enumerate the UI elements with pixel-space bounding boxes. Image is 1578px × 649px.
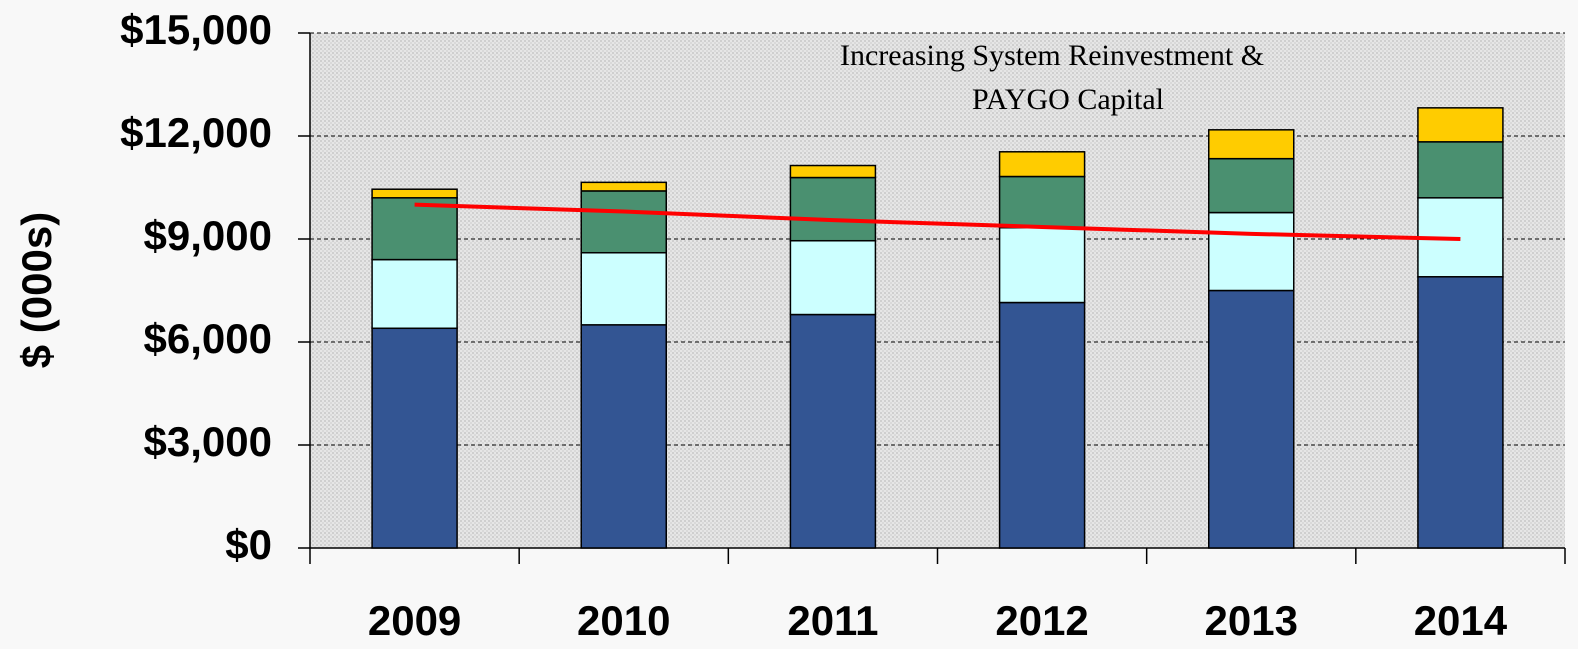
x-tick-label: 2014 — [1414, 597, 1508, 644]
bar-segment — [998, 226, 1086, 304]
bar-segment — [371, 258, 458, 330]
x-tick-label: 2011 — [787, 597, 878, 644]
bar-segment — [580, 181, 667, 192]
bar-segment — [1417, 276, 1504, 549]
bar-segment — [998, 175, 1086, 229]
bar-segment — [580, 190, 667, 254]
bar-segment — [1417, 141, 1504, 199]
y-tick-label: $3,000 — [144, 418, 272, 465]
x-tick-label: 2012 — [995, 597, 1088, 644]
bar-segment — [371, 188, 458, 199]
bar-segment — [580, 324, 667, 549]
y-tick-label: $6,000 — [144, 315, 272, 362]
y-axis-title: $ (000s) — [13, 212, 60, 368]
x-tick-label: 2013 — [1205, 597, 1298, 644]
y-tick-label: $12,000 — [120, 109, 272, 156]
y-tick-label: $9,000 — [144, 212, 272, 259]
y-tick-label: $15,000 — [120, 6, 272, 53]
bar-segment — [789, 176, 877, 242]
bar-segment — [580, 251, 667, 326]
bar-segment — [1208, 211, 1295, 292]
bar-segment — [998, 151, 1086, 178]
x-tick-label: 2009 — [368, 597, 461, 644]
bar-segment — [1208, 289, 1295, 549]
bar-segment — [1208, 129, 1295, 160]
trend-line — [414, 202, 1461, 241]
x-tick-label: 2010 — [577, 597, 670, 644]
bar-segment — [1417, 107, 1504, 143]
bar-segment — [371, 327, 458, 549]
annotation: PAYGO Capital — [972, 83, 1164, 116]
plot-area — [310, 33, 1565, 548]
bar-segment — [789, 239, 877, 316]
bar-segment — [1208, 157, 1295, 214]
y-tick-label: $0 — [225, 521, 272, 568]
bar-segment — [998, 301, 1086, 549]
annotation: Increasing System Reinvestment & — [840, 39, 1264, 72]
bar-segment — [789, 164, 877, 179]
bar-segment — [789, 313, 877, 549]
